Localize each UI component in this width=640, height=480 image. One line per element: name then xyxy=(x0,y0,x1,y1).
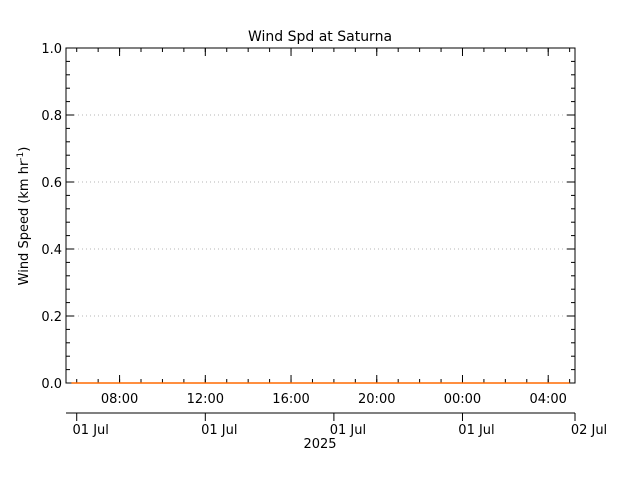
y-tick-label: 0.4 xyxy=(41,243,62,258)
chart-title: Wind Spd at Saturna xyxy=(248,29,392,45)
plot-border xyxy=(65,47,576,384)
x-tick-label: 20:00 xyxy=(358,392,395,407)
y-axis-ticks: 0.0 0.2 0.4 0.6 0.8 1.0 xyxy=(41,42,575,392)
x-date-label: 01 Jul xyxy=(201,423,237,438)
y-axis-label-closing-paren: ) xyxy=(17,147,32,152)
y-tick-label: 0.0 xyxy=(41,377,62,392)
x-axis-year-label: 2025 xyxy=(303,437,336,452)
plot-frame xyxy=(65,47,576,414)
x-date-label: 01 Jul xyxy=(458,423,494,438)
y-tick-label: 0.8 xyxy=(41,109,62,124)
y-tick-label: 1.0 xyxy=(41,42,62,57)
y-axis-label-unit-exponent: -1 xyxy=(16,152,26,161)
x-date-label: 02 Jul xyxy=(571,423,607,438)
x-tick-label: 16:00 xyxy=(272,392,309,407)
x-tick-label: 12:00 xyxy=(187,392,224,407)
gridlines xyxy=(66,114,575,317)
x-date-label: 01 Jul xyxy=(330,423,366,438)
y-tick-label: 0.6 xyxy=(41,176,62,191)
x-tick-label: 00:00 xyxy=(444,392,481,407)
y-tick-label: 0.2 xyxy=(41,310,62,325)
x-tick-label: 08:00 xyxy=(101,392,138,407)
x-axis-ticks: 08:00 12:00 16:00 20:00 00:00 04:00 01 Jul 01 J… xyxy=(73,48,607,438)
x-tick-label: 04:00 xyxy=(529,392,566,407)
y-axis-label: Wind Speed (km hr-1) xyxy=(16,147,32,286)
x-date-label: 01 Jul xyxy=(73,423,109,438)
